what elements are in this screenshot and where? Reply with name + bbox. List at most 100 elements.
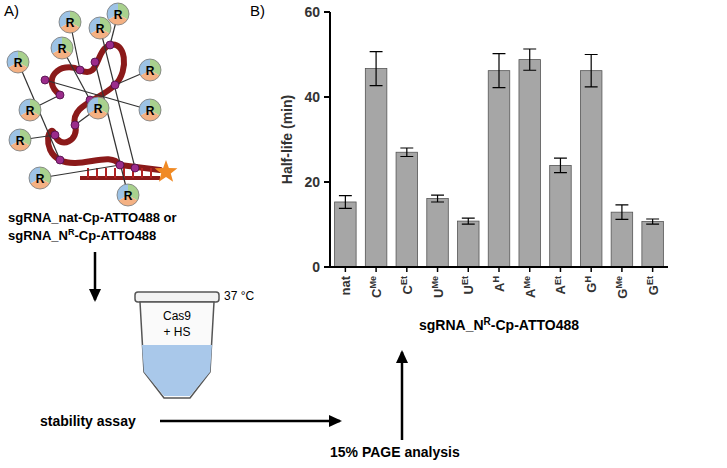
x-tick-label: GH [583, 276, 599, 293]
tube-cap [135, 292, 219, 302]
step-label: 15% PAGE analysis [330, 444, 460, 460]
bar [488, 71, 510, 267]
residue-label: R [16, 134, 25, 148]
rna-rung [96, 168, 98, 178]
bar [365, 69, 387, 267]
residue-label: R [124, 189, 133, 203]
tube-body [140, 302, 214, 398]
linker [40, 165, 120, 178]
nucleobase-outline [87, 97, 109, 119]
x-tick [437, 267, 439, 272]
rna-rung [150, 168, 152, 178]
x-tick-label: AH [491, 276, 507, 292]
residue-label: R [58, 42, 67, 56]
figure: A)RRRRRRRRRRRRsgRNA_nat-Cp-ATTO488 orsgR… [0, 0, 727, 468]
nucleobase-outline [9, 129, 31, 151]
error-bar [493, 54, 506, 88]
residue-label: R [36, 172, 45, 186]
error-bar [400, 148, 413, 157]
linker [100, 28, 135, 168]
construct-name: sgRNA_NR-Cp-ATTO488 [8, 227, 156, 243]
arrow-to-page-head [329, 415, 342, 427]
nucleobase-outline [117, 184, 139, 206]
nucleobase-outline [89, 17, 111, 39]
rna-strand [48, 44, 160, 170]
modification-site [51, 131, 59, 139]
x-tick [498, 267, 500, 272]
rna-stem [80, 176, 160, 180]
arrow-to-chart-head [396, 350, 408, 363]
temperature-label: 37 °C [224, 289, 254, 303]
arrow-to-page-shaft [160, 420, 340, 423]
bar [458, 221, 480, 267]
nucleobase-outline [139, 99, 161, 121]
modification-site [56, 156, 64, 164]
bars [335, 49, 664, 267]
bar [611, 212, 633, 267]
y-tick [324, 181, 330, 183]
x-tick [345, 267, 347, 272]
x-tick [375, 267, 377, 272]
x-tick [468, 267, 470, 272]
modification-site [41, 76, 49, 84]
bar [335, 202, 357, 267]
x-tick-label: CEt [399, 276, 415, 294]
rna-rung [141, 168, 143, 178]
modification-site [76, 66, 84, 74]
x-tick-label: AMe [522, 276, 538, 298]
residue-label: R [66, 16, 75, 30]
x-tick-label: UMe [430, 276, 446, 298]
rna-rung [105, 168, 107, 178]
modification-site [116, 161, 124, 169]
y-axis-title: Half-life (min) [279, 95, 295, 184]
tube-label: + HS [163, 325, 190, 339]
residue-label: R [26, 104, 35, 118]
y-tick-label: 60 [304, 4, 320, 20]
modification-site [106, 41, 114, 49]
nucleobase-outline [7, 51, 29, 73]
x-tick [529, 267, 531, 272]
step-label: stability assay [40, 413, 136, 429]
residue-label: R [96, 22, 105, 36]
x-tick-label: GMe [614, 276, 630, 299]
fluorophore-star [155, 160, 178, 182]
error-bar [615, 205, 628, 219]
construct-name: sgRNA_nat-Cp-ATTO488 or [8, 210, 177, 225]
x-axis-title: sgRNA_NR-Cp-ATTO488 [419, 316, 579, 333]
error-bar [554, 158, 567, 172]
x-tick-label: nat [338, 275, 353, 295]
arrow-to-page [160, 415, 342, 427]
tube-label: Cas9 [163, 309, 191, 323]
nucleobase-outline [107, 3, 129, 25]
modification-site [91, 58, 99, 66]
residue-label: R [146, 104, 155, 118]
panel-label: B) [250, 2, 265, 19]
residue-label: R [146, 64, 155, 78]
arrow-to-chart-shaft [401, 352, 404, 440]
y-axis [329, 12, 331, 267]
error-bar [646, 219, 659, 224]
bar [580, 71, 602, 267]
x-tick [406, 267, 408, 272]
error-bar [370, 52, 383, 86]
nucleobase-outline [59, 11, 81, 33]
modification-site [111, 81, 119, 89]
modification-site [71, 121, 79, 129]
bar [642, 222, 664, 267]
x-tick-label: GEt [645, 276, 661, 295]
arrow-to-tube [89, 252, 101, 302]
nucleobase-outline [19, 99, 41, 121]
figure-root: A)RRRRRRRRRRRRsgRNA_nat-Cp-ATTO488 orsgR… [0, 0, 727, 468]
y-tick-label: 40 [304, 89, 320, 105]
panel-b: B)0204060natCMeCEtUMeUEtAHAMeAEtGHGMeGEt… [250, 2, 668, 333]
bar [550, 165, 572, 267]
y-tick [324, 11, 330, 13]
rna-rung [114, 168, 116, 178]
error-bar [339, 196, 352, 209]
y-tick-label: 20 [304, 174, 320, 190]
error-bar [462, 218, 475, 224]
tube-liquid [142, 345, 212, 396]
x-tick-label: AEt [553, 276, 569, 294]
panel-label: A) [4, 2, 19, 19]
residue-label: R [14, 56, 23, 70]
